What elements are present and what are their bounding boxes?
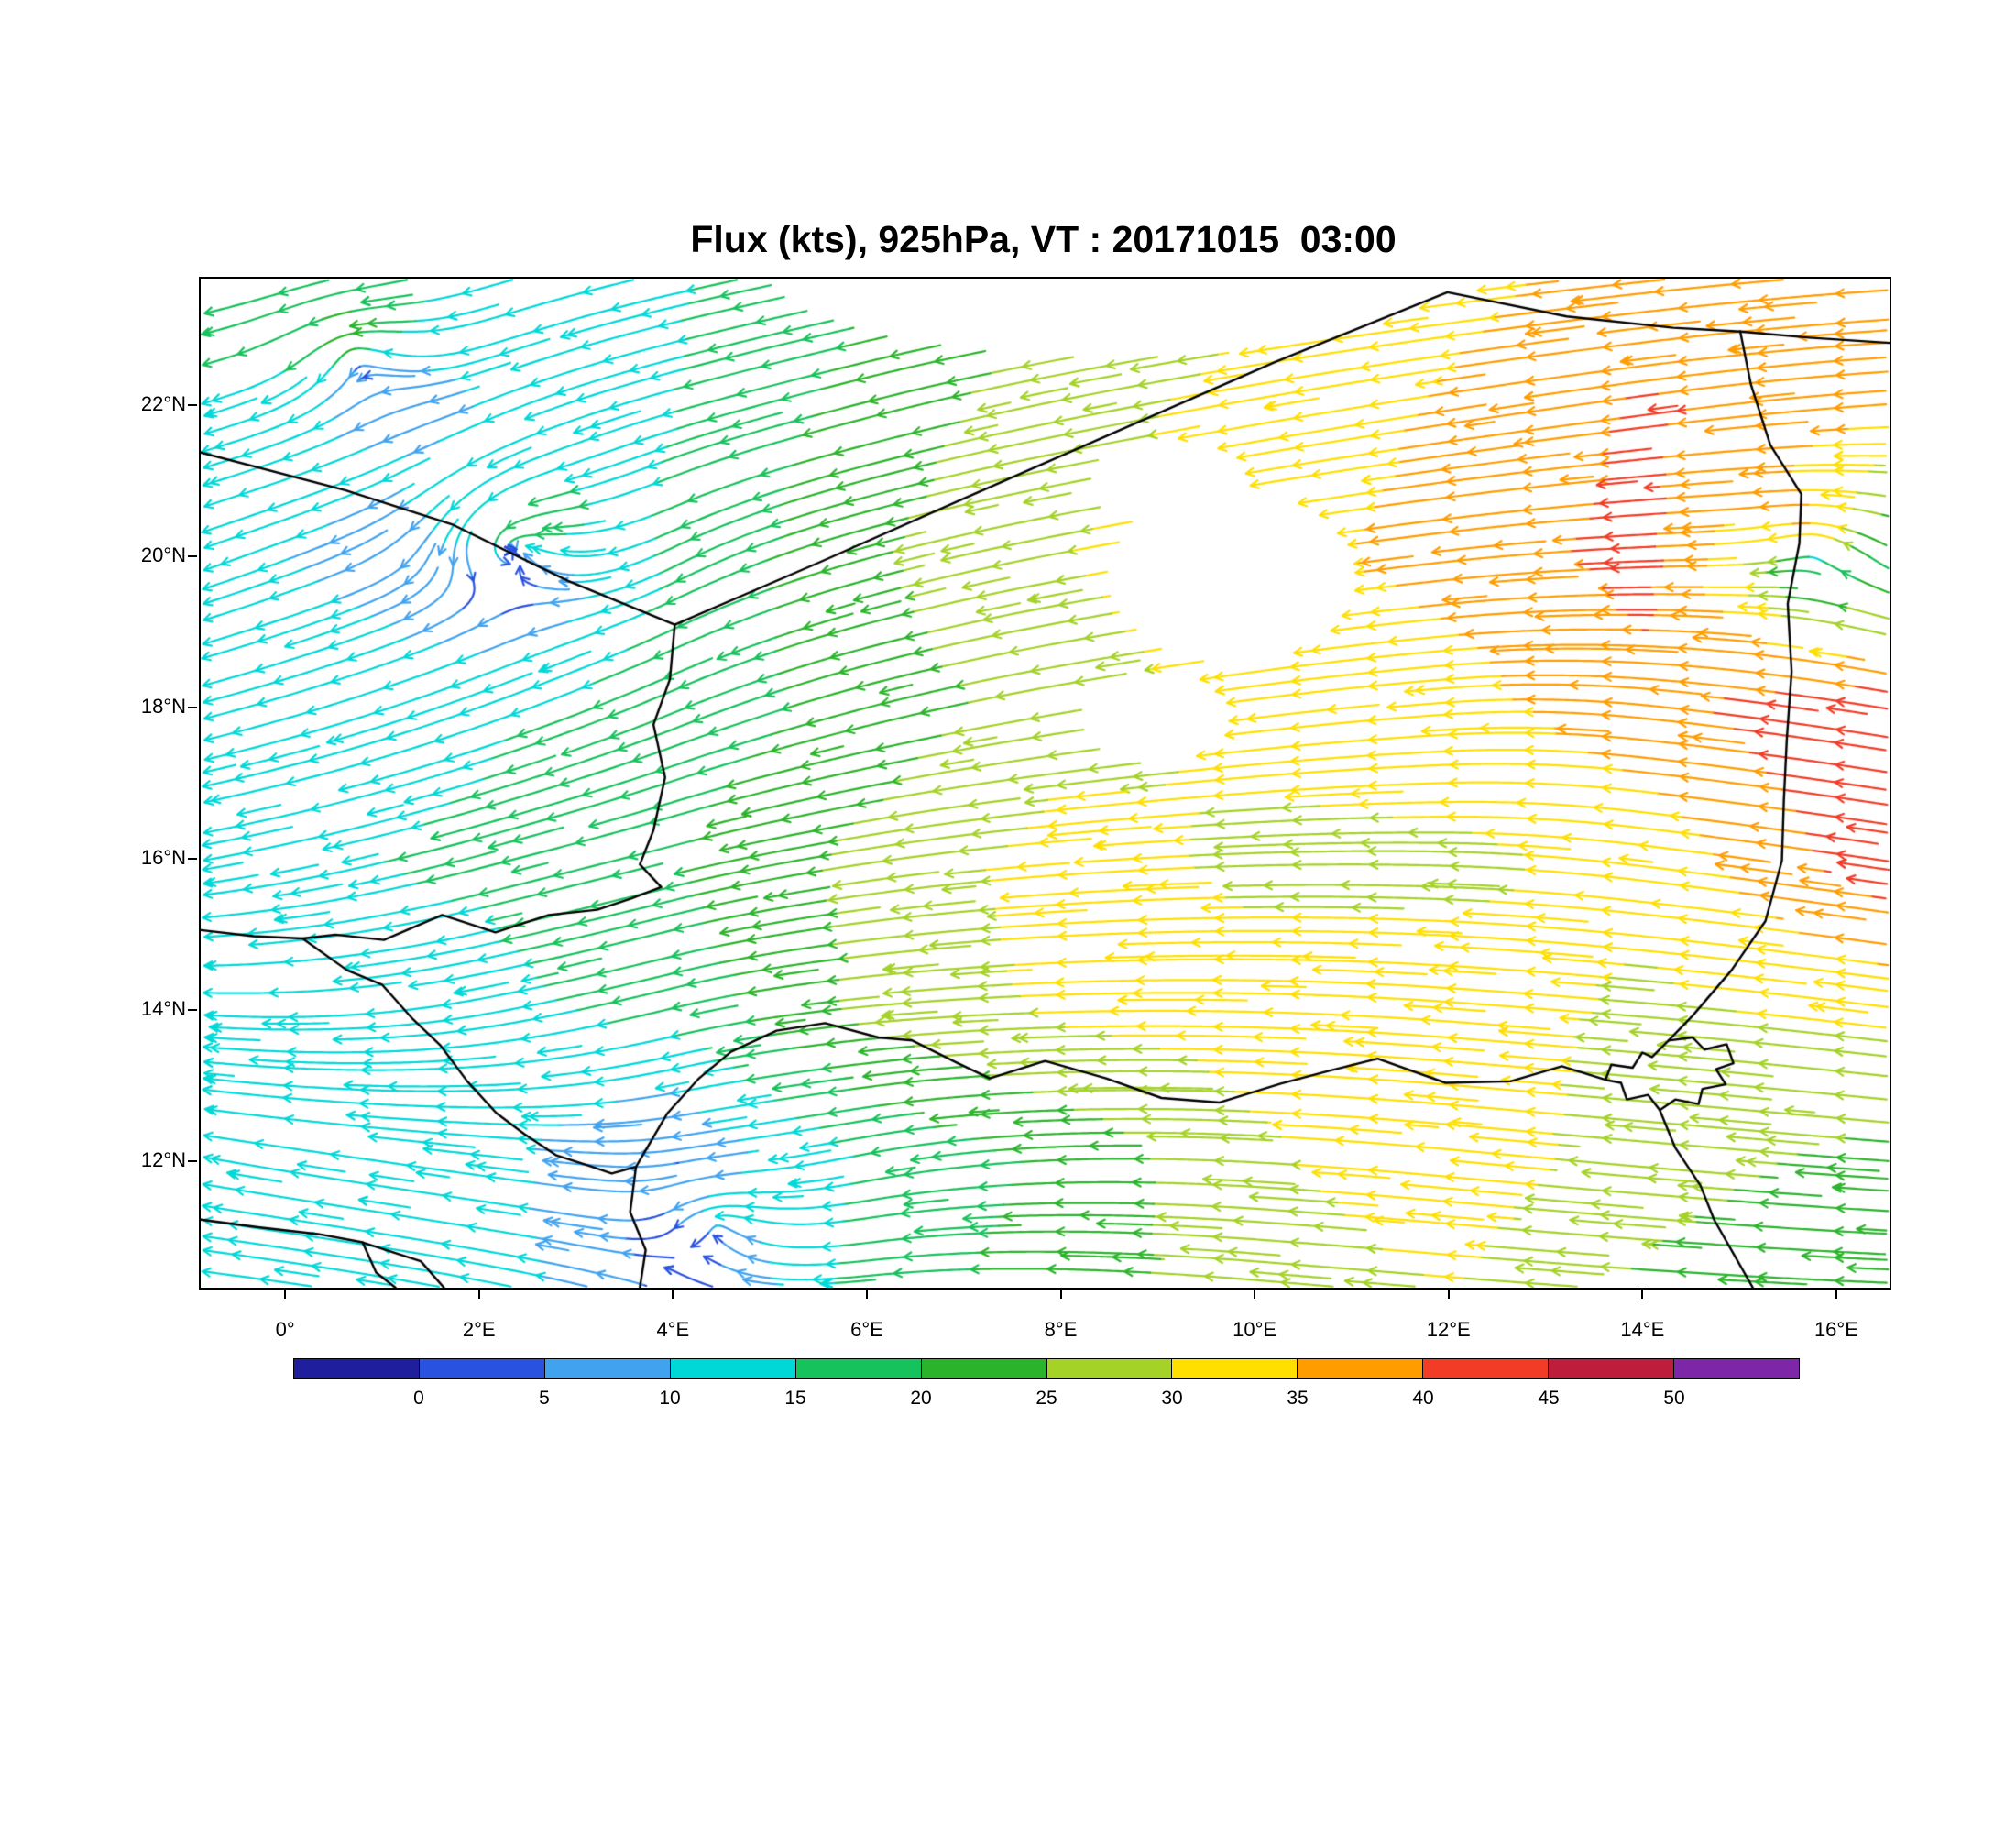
x-axis-label: 10°E — [1233, 1318, 1277, 1341]
colorbar-label: 40 — [1412, 1388, 1434, 1409]
colorbar-label: 45 — [1538, 1388, 1560, 1409]
colorbar-segment — [921, 1359, 1047, 1378]
x-axis-label: 6°E — [850, 1318, 883, 1341]
colorbar-segment — [670, 1359, 796, 1378]
x-axis-label: 8°E — [1044, 1318, 1078, 1341]
y-axis-label: 20°N — [140, 543, 186, 567]
colorbar-segment — [1549, 1359, 1675, 1378]
colorbar-segment — [795, 1359, 922, 1378]
x-axis-tick — [1835, 1290, 1837, 1299]
colorbar-label: 0 — [413, 1388, 424, 1409]
colorbar-segment — [1423, 1359, 1550, 1378]
y-axis-label: 14°N — [140, 996, 186, 1020]
colorbar-label: 5 — [539, 1388, 550, 1409]
y-axis-label: 12°N — [140, 1147, 186, 1171]
x-axis-tick — [1254, 1290, 1256, 1299]
x-axis-label: 12°E — [1426, 1318, 1471, 1341]
x-axis-tick — [1059, 1290, 1062, 1299]
y-axis-tick — [188, 1008, 197, 1011]
x-axis-tick — [1447, 1290, 1450, 1299]
y-axis-tick — [188, 858, 197, 861]
x-axis-label: 4°E — [656, 1318, 690, 1341]
colorbar-segment — [1046, 1359, 1173, 1378]
x-axis-tick — [1641, 1290, 1644, 1299]
x-axis-tick — [672, 1290, 674, 1299]
x-axis-label: 2°E — [462, 1318, 496, 1341]
chart-title: Flux (kts), 925hPa, VT : 20171015 03:00 — [690, 218, 1397, 260]
colorbar-segment — [544, 1359, 671, 1378]
colorbar-label: 15 — [784, 1388, 806, 1409]
colorbar-label: 50 — [1663, 1388, 1685, 1409]
x-axis-tick — [865, 1290, 868, 1299]
colorbar — [293, 1358, 1800, 1379]
colorbar-label: 35 — [1287, 1388, 1309, 1409]
colorbar-segment — [294, 1359, 420, 1378]
y-axis-label: 16°N — [140, 846, 186, 870]
colorbar-label: 10 — [659, 1388, 681, 1409]
y-axis-tick — [188, 1159, 197, 1162]
streamline-map-canvas — [201, 279, 1890, 1288]
colorbar-segment — [1674, 1359, 1800, 1378]
x-axis-label: 16°E — [1813, 1318, 1858, 1341]
colorbar-segment — [1172, 1359, 1298, 1378]
map-frame — [199, 277, 1891, 1290]
x-axis-label: 14°E — [1620, 1318, 1665, 1341]
colorbar-label: 25 — [1035, 1388, 1057, 1409]
colorbar-segment — [419, 1359, 545, 1378]
y-axis-tick — [188, 707, 197, 709]
y-axis-tick — [188, 404, 197, 407]
x-axis-tick — [477, 1290, 480, 1299]
x-axis-tick — [284, 1290, 287, 1299]
colorbar-segment — [1298, 1359, 1424, 1378]
y-axis-label: 22°N — [140, 392, 186, 416]
x-axis-label: 0° — [275, 1318, 295, 1341]
colorbar-label: 30 — [1161, 1388, 1183, 1409]
colorbar-label: 20 — [910, 1388, 932, 1409]
y-axis-label: 18°N — [140, 695, 186, 719]
y-axis-tick — [188, 555, 197, 558]
